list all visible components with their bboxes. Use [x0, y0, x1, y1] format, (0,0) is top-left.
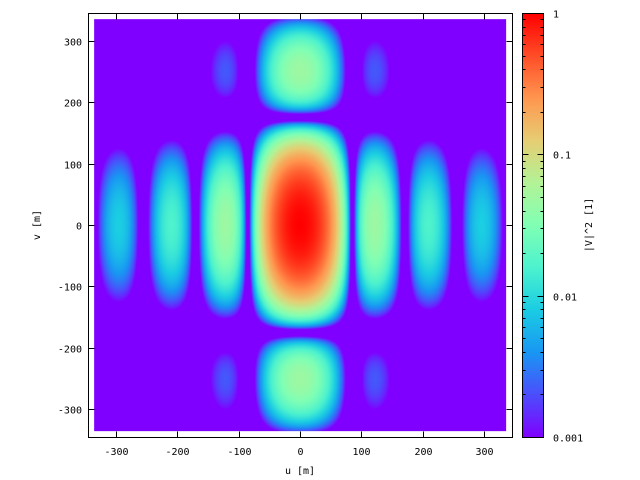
colorbar-tick-label: 0.001 [553, 434, 583, 445]
x-tick-label: -300 [104, 447, 128, 458]
x-tick-label: 100 [352, 447, 370, 458]
x-tick-label: 300 [475, 447, 493, 458]
colorbar [522, 13, 544, 438]
y-tick-label: 200 [64, 99, 82, 110]
colorbar-tick-label: 1 [553, 10, 559, 21]
colorbar-axis: 0.001 0.01 0.1 1 [522, 10, 583, 445]
y-tick-label: 100 [64, 161, 82, 172]
y-axis-title: v [m] [32, 210, 43, 240]
colorbar-title: |V|^2 [1] [584, 198, 595, 252]
heatmap-image [94, 19, 507, 432]
colorbar-tick-label: 0.1 [553, 151, 571, 162]
x-axis: -300 -200 -100 0 100 200 300 [104, 13, 494, 458]
x-tick-label: -100 [227, 447, 251, 458]
heatmap [94, 19, 507, 432]
y-tick-label: -300 [58, 406, 82, 417]
y-axis: -300 -200 -100 0 100 200 300 [58, 38, 513, 417]
y-tick-label: 300 [64, 38, 82, 49]
y-tick-label: -200 [58, 345, 82, 356]
y-tick-label: -100 [58, 283, 82, 294]
x-tick-label: 200 [414, 447, 432, 458]
colorbar-tick-label: 0.01 [553, 293, 577, 304]
x-tick-label: -200 [165, 447, 189, 458]
y-tick-label: 0 [76, 222, 82, 233]
x-axis-title: u [m] [285, 466, 315, 477]
x-tick-label: 0 [297, 447, 303, 458]
